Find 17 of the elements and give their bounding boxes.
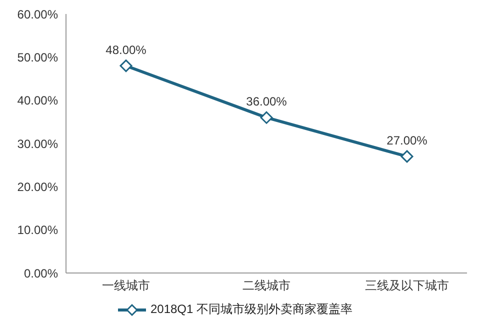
y-tick-label: 50.00%: [17, 50, 58, 64]
y-tick-label: 60.00%: [17, 7, 58, 22]
x-tick-label: 二线城市: [242, 278, 290, 293]
point: [120, 60, 132, 72]
y-tick-label: 30.00%: [17, 136, 58, 151]
y-tick-label: 20.00%: [17, 180, 58, 194]
data-label: 36.00%: [246, 94, 288, 109]
point: [260, 111, 273, 124]
data-label: 48.00%: [106, 42, 147, 57]
legend-label: 2018Q1 不同城市级别外卖商家覆盖率: [150, 301, 353, 318]
y-tick-label: 0.00%: [24, 266, 58, 280]
y-tick-label: 10.00%: [17, 223, 58, 238]
point: [400, 150, 414, 163]
x-tick-label: 一线城市: [102, 278, 150, 293]
x-tick-label: 三线及以下城市: [365, 278, 449, 293]
data-label: 27.00%: [386, 133, 428, 148]
y-tick-label: 40.00%: [17, 94, 58, 108]
